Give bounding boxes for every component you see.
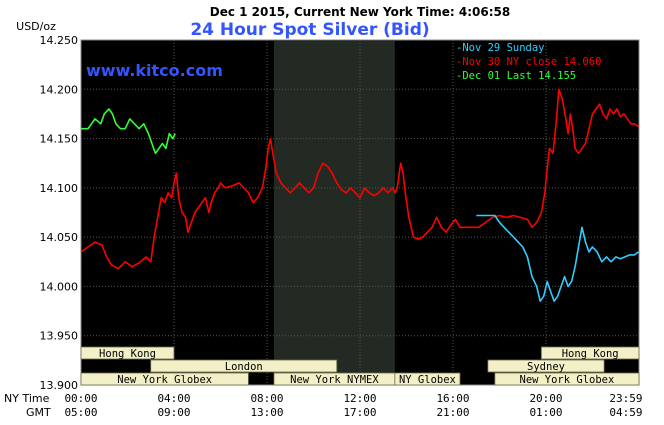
session-label: London xyxy=(225,361,263,373)
x-tick-gmt-label: 13:00 xyxy=(250,406,283,419)
session-label: NY Globex xyxy=(399,374,456,386)
legend-entry: -Dec 01 Last 14.155 xyxy=(456,70,576,82)
x-tick-ny-label: 04:00 xyxy=(157,392,190,405)
x-tick-ny-label: 12:00 xyxy=(343,392,376,405)
x-tick-gmt-label: 09:00 xyxy=(157,406,190,419)
session-bar xyxy=(494,372,640,386)
session-label: Hong Kong xyxy=(562,348,619,360)
nymex-session-shade xyxy=(273,41,395,384)
x-tick-gmt-label: 21:00 xyxy=(436,406,469,419)
session-bar xyxy=(394,372,461,386)
y-tick-label: 13.900 xyxy=(40,379,79,392)
series-line xyxy=(476,214,639,302)
series-lines xyxy=(80,88,639,302)
y-tick-label: 14.100 xyxy=(40,182,79,195)
legend: -Nov 29 Sunday -Nov 30 NY close 14.060 -De… xyxy=(456,42,601,82)
session-label: New York Globex xyxy=(520,374,615,386)
ny-time-label: NY Time xyxy=(4,392,50,405)
y-tick-label: 13.950 xyxy=(40,330,79,343)
kitco-watermark: www.kitco.com xyxy=(86,61,223,80)
legend-entry: -Nov 30 NY close 14.060 xyxy=(456,56,601,68)
session-label: Hong Kong xyxy=(99,348,156,360)
session-label: New York NYMEX xyxy=(290,374,379,386)
x-tick-ny-label: 23:59 xyxy=(609,392,642,405)
session-bar xyxy=(80,346,175,360)
session-bar xyxy=(487,359,605,373)
y-axis: 14.250 14.200 14.150 14.100 14.050 14.000 13.9… xyxy=(40,34,79,392)
chart-title: 24 Hour Spot Silver (Bid) xyxy=(190,20,429,40)
x-tick-gmt-label: 01:00 xyxy=(529,406,562,419)
x-tick-ny-label: 08:00 xyxy=(250,392,283,405)
gmt-label: GMT xyxy=(26,406,51,419)
y-tick-label: 14.150 xyxy=(40,133,79,146)
grid xyxy=(81,40,639,385)
x-tick-gmt-label: 05:00 xyxy=(64,406,97,419)
x-tick-gmt-label: 17:00 xyxy=(343,406,376,419)
unit-label: USD/oz xyxy=(16,20,56,33)
legend-entry: -Nov 29 Sunday xyxy=(456,42,545,54)
x-tick-gmt-label: 04:59 xyxy=(609,406,642,419)
y-tick-label: 14.000 xyxy=(40,280,79,293)
page-title: Dec 1 2015, Current New York Time: 4:06:… xyxy=(210,5,510,19)
chart-timestamp: December 01, 2015 04:04 xyxy=(466,28,619,41)
session-label: Sydney xyxy=(527,361,565,373)
session-bar xyxy=(540,346,640,360)
y-tick-label: 14.050 xyxy=(40,231,79,244)
x-tick-ny-label: 16:00 xyxy=(436,392,469,405)
series-line xyxy=(80,88,639,270)
series-line xyxy=(81,108,176,155)
y-tick-label: 14.200 xyxy=(40,83,79,96)
session-bar xyxy=(80,372,249,386)
x-tick-ny-label: 00:00 xyxy=(64,392,97,405)
session-bar xyxy=(150,359,338,373)
session-label: New York Globex xyxy=(117,374,212,386)
x-tick-ny-label: 20:00 xyxy=(529,392,562,405)
y-tick-label: 14.250 xyxy=(40,34,79,47)
